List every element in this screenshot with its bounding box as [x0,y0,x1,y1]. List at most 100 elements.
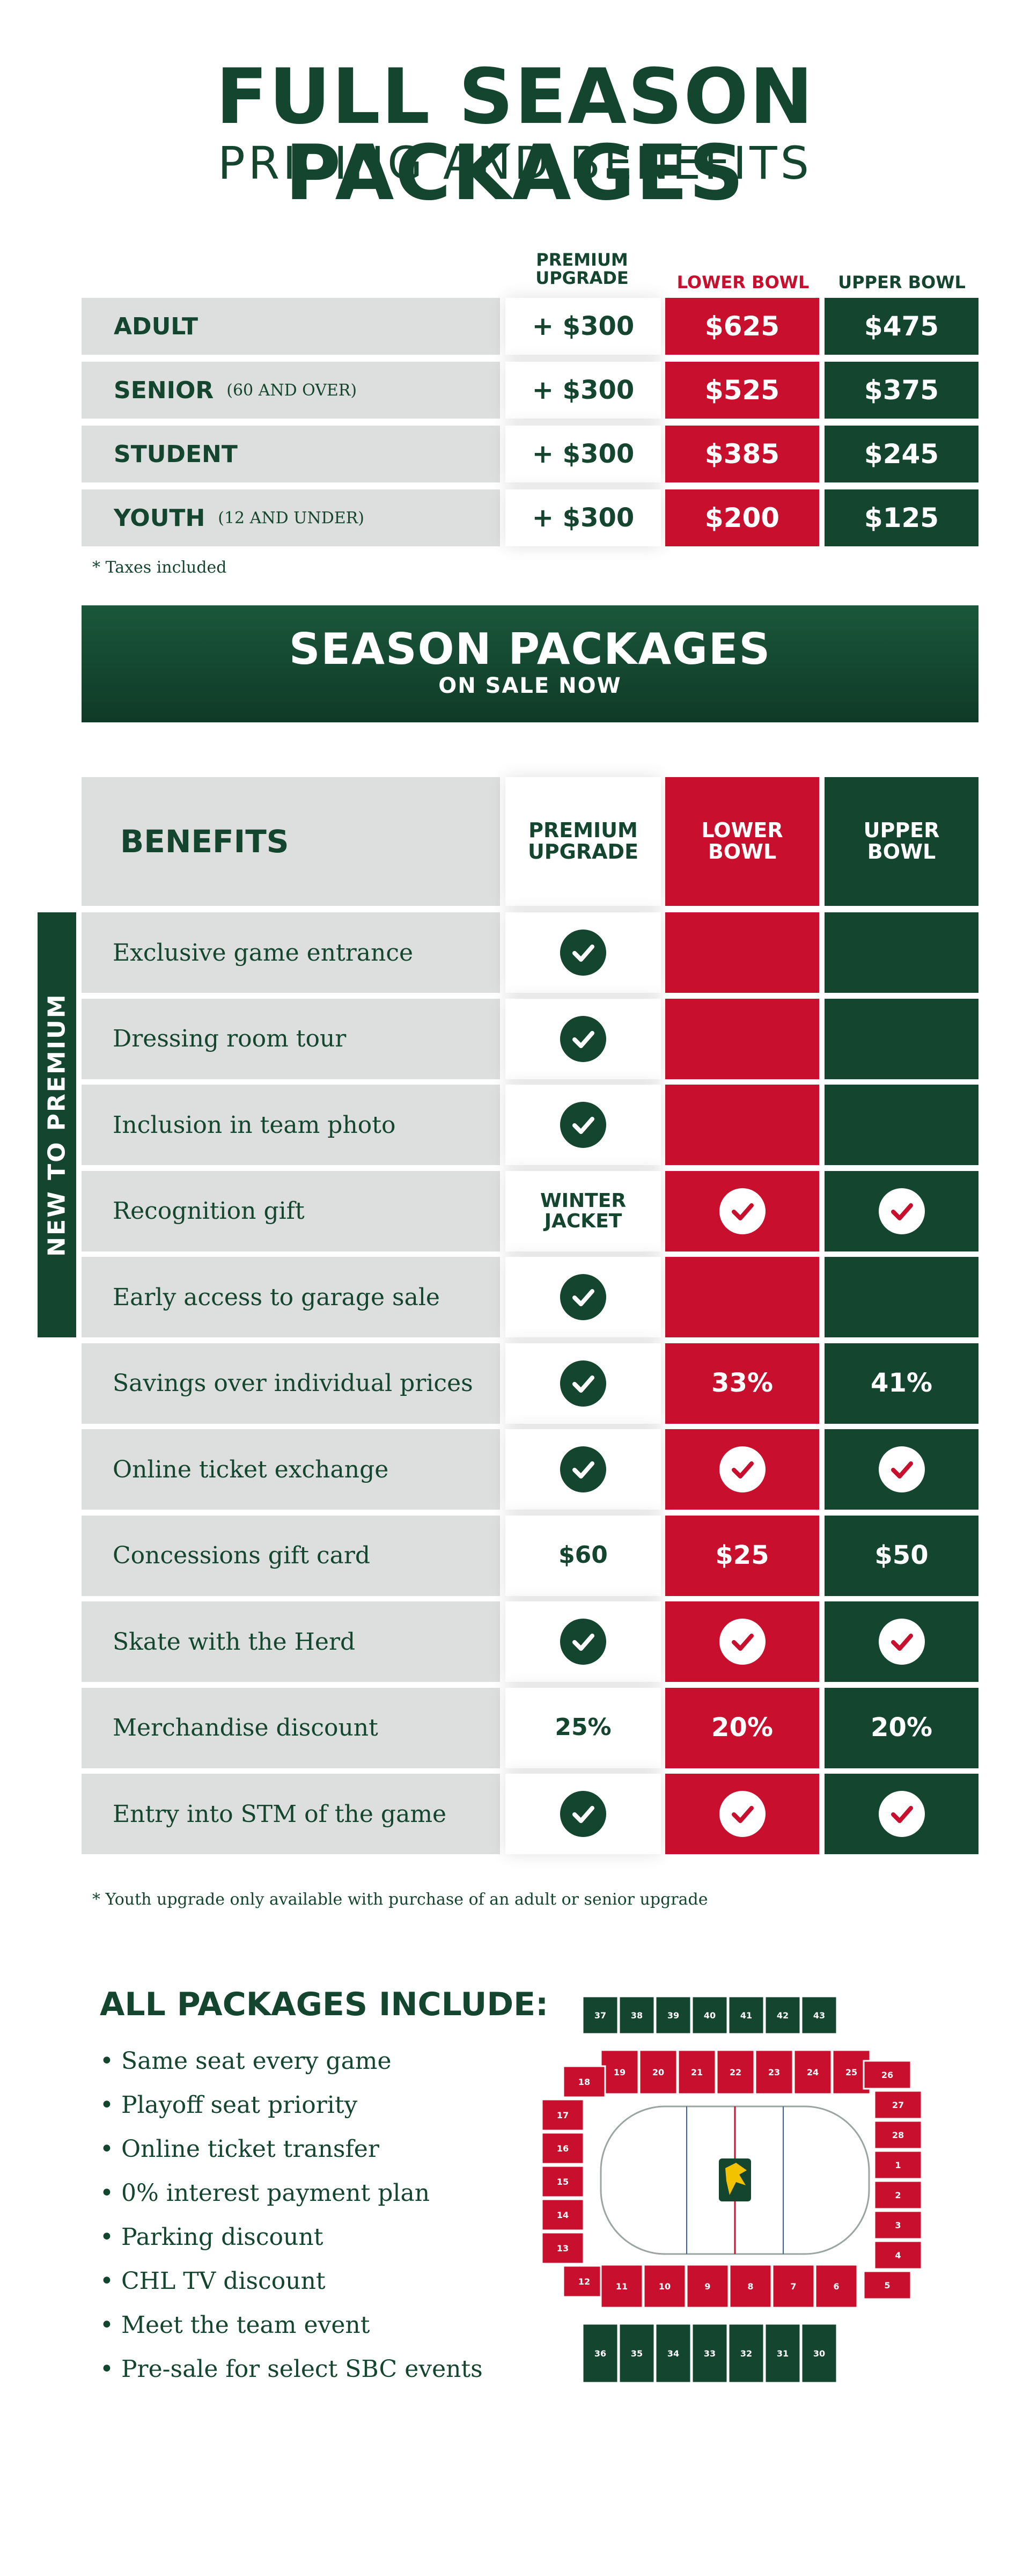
benefit-upper-cell [825,1257,979,1337]
benefit-upper-cell [825,998,979,1079]
lower-section: 7 [771,2264,815,2309]
benefit-name: Exclusive game entrance [113,939,414,967]
upper-section: 32 [727,2323,765,2384]
upper-bowl-price: $125 [825,489,979,546]
benefit-lower-value: $25 [715,1540,769,1571]
lower-section: 15 [541,2165,585,2198]
lower-section: 22 [716,2049,755,2095]
benefit-lower-cell [665,1085,819,1165]
seat-section-number: 40 [704,2010,716,2021]
premium-price: + $300 [505,426,661,482]
check-icon [878,1446,925,1492]
lower-section: 20 [638,2049,678,2095]
benefit-lower-cell [665,1774,819,1854]
pricing-category: SENIOR [114,376,214,404]
seat-section-number: 28 [892,2130,904,2140]
lower-section: 19 [600,2049,639,2095]
benefit-premium-cell [505,1343,661,1424]
include-item: Pre-sale for select SBC events [100,2347,483,2391]
seat-section-number: 18 [578,2077,590,2087]
seat-section-number: 5 [884,2280,890,2290]
benefit-row-label: Dressing room tour [82,998,500,1079]
lower-section: 12 [562,2265,606,2298]
benefit-premium-cell [505,1085,661,1165]
benefit-row-label: Entry into STM of the game [82,1774,500,1854]
include-item: Same seat every game [100,2039,483,2083]
benefit-name: Entry into STM of the game [113,1800,447,1828]
check-icon [719,1446,766,1492]
lower-section: 14 [541,2198,585,2231]
benefit-lower-cell [665,998,819,1079]
seat-section-number: 11 [616,2281,628,2292]
lower-section: 24 [793,2049,833,2095]
benefit-lower-cell [665,912,819,993]
pricing-category: ADULT [114,312,198,340]
pricing-footnote: * Taxes included [92,558,227,577]
seat-section-number: 32 [740,2348,752,2359]
include-item: CHL TV discount [100,2259,483,2303]
benefit-name: Recognition gift [113,1197,305,1225]
upper-section: 30 [800,2323,838,2384]
check-icon [719,1791,766,1837]
pricing-col-upper: UPPER BOWL [838,272,966,292]
seat-section-number: 27 [892,2100,904,2110]
pricing-row-label: ADULT [82,298,500,355]
benefits-col-upper: UPPER BOWL [825,777,979,906]
upper-section: 37 [582,1995,619,2035]
seat-section-number: 4 [895,2250,901,2260]
seat-section-number: 38 [631,2010,643,2021]
page-subtitle: PRICING AND BENEFITS [218,137,812,189]
benefit-premium-cell: WINTER JACKET [505,1170,661,1252]
check-icon [878,1188,925,1234]
check-icon [878,1791,925,1837]
upper-section: 31 [764,2323,801,2384]
benefit-lower-cell: 20% [665,1687,819,1768]
lower-bowl-price: $200 [665,489,819,546]
upper-section: 33 [691,2323,729,2384]
benefits-heading: BENEFITS [120,823,289,860]
upper-bowl-price: $245 [825,426,979,482]
seat-section-number: 13 [557,2243,569,2253]
lower-section: 10 [643,2264,687,2309]
benefit-lower-value: 33% [711,1368,773,1399]
benefit-upper-cell: 20% [825,1687,979,1768]
upper-section: 38 [618,1995,656,2035]
benefit-upper-cell [825,1429,979,1510]
seat-section-number: 36 [594,2348,606,2359]
benefit-upper-cell [825,912,979,993]
lower-section: 1 [873,2150,923,2180]
seat-section-number: 6 [833,2281,839,2292]
benefit-upper-cell: $50 [825,1515,979,1596]
benefit-premium-cell [505,1774,661,1854]
lower-section: 5 [863,2270,912,2300]
lower-section: 21 [677,2049,717,2095]
seat-section-number: 42 [777,2010,789,2021]
seat-section-number: 3 [895,2220,901,2230]
benefit-upper-cell [825,1601,979,1682]
pricing-row-label: SENIOR (60 AND OVER) [82,362,500,419]
seat-section-number: 17 [557,2110,569,2120]
benefit-lower-cell [665,1429,819,1510]
seat-section-number: 23 [768,2067,780,2077]
lower-section: 2 [873,2180,923,2210]
benefit-name: Online ticket exchange [113,1455,389,1483]
check-icon [560,1015,606,1062]
lower-section: 9 [686,2264,730,2309]
benefit-row-label: Online ticket exchange [82,1429,500,1510]
benefit-name: Dressing room tour [113,1025,347,1052]
premium-price: + $300 [505,489,661,546]
benefit-premium-value: WINTER JACKET [540,1189,627,1232]
pricing-row-label: STUDENT [82,426,500,482]
check-icon [560,1360,606,1407]
seat-section-number: 10 [659,2281,671,2292]
seat-section-number: 15 [557,2177,569,2187]
lower-section: 18 [562,2065,606,2098]
benefit-upper-cell [825,1085,979,1165]
seat-section-number: 7 [790,2281,796,2292]
pricing-category: YOUTH [114,504,205,532]
premium-price: + $300 [505,362,661,419]
benefit-lower-cell [665,1257,819,1337]
seat-section-number: 2 [895,2190,901,2200]
benefit-row-label: Concessions gift card [82,1515,500,1596]
